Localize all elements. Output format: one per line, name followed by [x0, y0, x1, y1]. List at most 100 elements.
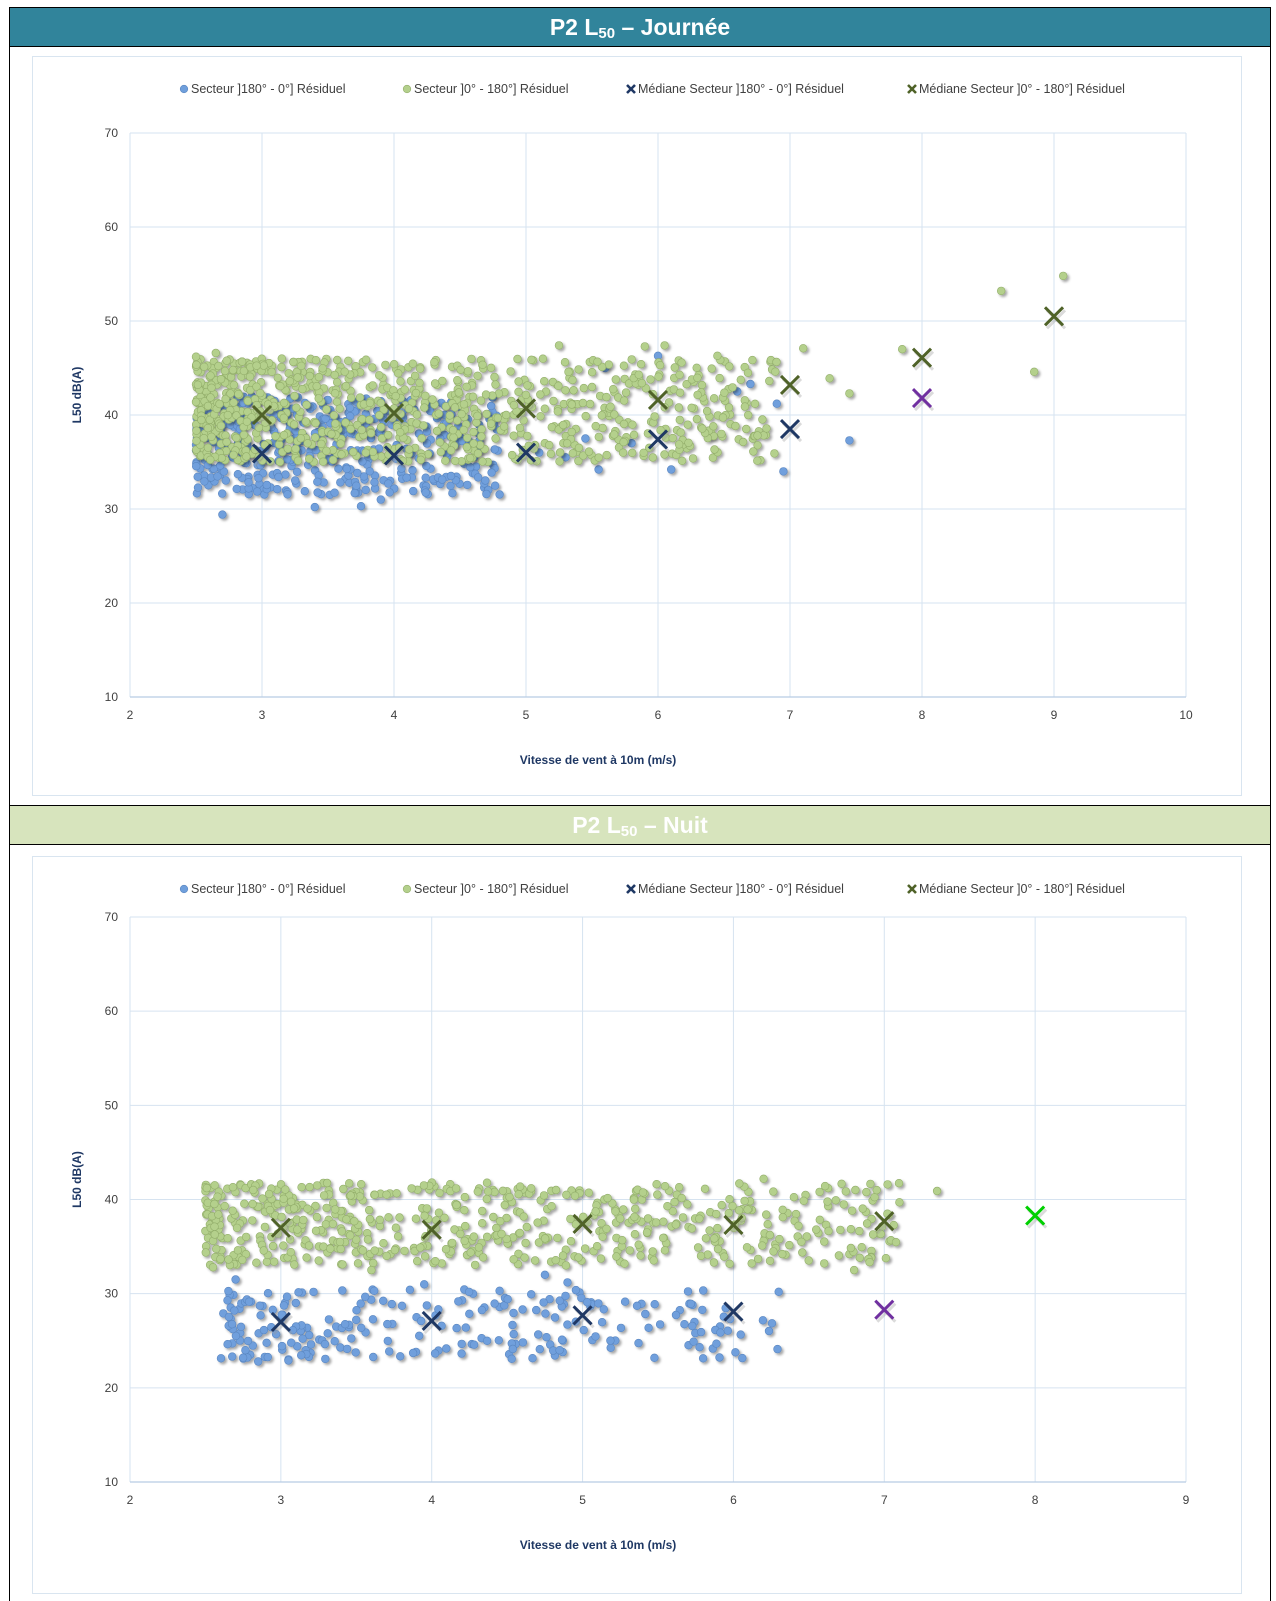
day-series-1-point-678 — [214, 361, 223, 371]
night-series-0-point-78 — [731, 1348, 740, 1357]
day-blue-median-marker-0 — [251, 443, 275, 467]
day-series-1-point-751 — [738, 437, 748, 447]
day-series-0-point-426 — [561, 453, 570, 462]
day-series-1-point-882 — [361, 355, 371, 364]
night-series-0-point-168 — [594, 1299, 603, 1308]
night-series-1-point-246 — [648, 1247, 657, 1256]
day-series-1-point-608 — [523, 431, 532, 441]
night-series-0-point-94 — [279, 1301, 289, 1310]
night-series-0-point-148 — [282, 1292, 292, 1301]
night-series-1-point-431 — [858, 1204, 867, 1213]
day-series-1-point-878 — [232, 433, 241, 442]
night-series-0-point-132 — [686, 1299, 696, 1308]
day-series-0-point-439 — [845, 436, 854, 445]
day-series-1-point-825 — [203, 401, 213, 411]
night-series-1-point-551 — [625, 1246, 634, 1255]
night-series-1-point-433 — [232, 1223, 242, 1233]
night-series-1-point-393 — [370, 1246, 379, 1255]
day-series-1-point-862 — [654, 372, 663, 381]
night-series-1-point-540 — [413, 1256, 422, 1266]
night-legend-item-1: Secteur ]0° - 180°] Résiduel — [402, 882, 569, 896]
night-series-0-point-185 — [477, 1305, 487, 1315]
day-series-1-point-776 — [676, 428, 685, 437]
night-series-1-point-202 — [382, 1190, 391, 1199]
night-series-1-point-432 — [483, 1187, 493, 1196]
night-series-1-point-596 — [498, 1186, 508, 1195]
night-series-1-point-529 — [379, 1239, 388, 1248]
night-legend-x-b-2 — [626, 884, 636, 894]
day-ytick-10: 10 — [105, 690, 119, 704]
day-series-1-point-599 — [368, 381, 377, 390]
night-green-median-marker-1 — [421, 1219, 444, 1243]
night-series-1-point-414 — [540, 1234, 550, 1243]
night-series-1-point-522 — [687, 1224, 696, 1233]
night-legend-label-3: Médiane Secteur ]0° - 180°] Résiduel — [919, 882, 1125, 896]
night-series-1-point-15 — [268, 1241, 278, 1251]
day-series-1-point-572 — [486, 419, 496, 428]
night-series-1-point-289 — [478, 1253, 488, 1262]
day-series-1-point-177 — [765, 376, 774, 386]
day-series-0-point-159 — [273, 485, 282, 494]
day-series-1-point-790 — [220, 366, 230, 376]
day-series-1-point-902 — [277, 354, 287, 363]
day-series-1-point-884 — [361, 448, 370, 457]
day-series-1-point-225 — [692, 363, 701, 372]
night-series-1-point-294 — [753, 1254, 763, 1264]
night-series-0-point-101 — [309, 1287, 318, 1297]
day-series-1-point-261 — [549, 396, 558, 406]
day-series-0-point-438 — [779, 467, 788, 476]
night-series-1-point-318 — [649, 1256, 658, 1265]
night-series-1-point-142 — [319, 1242, 328, 1251]
night-series-1-point-545 — [514, 1190, 523, 1199]
night-series-0-point-188 — [336, 1343, 345, 1352]
day-xtick-5: 5 — [523, 708, 530, 722]
day-series-1-point-320 — [344, 356, 353, 365]
day-series-1-point-873 — [279, 413, 289, 422]
night-series-1-point-373 — [725, 1259, 734, 1268]
night-ytick-40: 40 — [105, 1193, 119, 1207]
day-series-1-point-834 — [206, 455, 215, 464]
day-series-0-point-414 — [233, 470, 243, 479]
night-series-0-point-111 — [347, 1334, 356, 1343]
day-legend-x-b-3 — [907, 84, 917, 94]
night-series-1-point-130 — [391, 1223, 401, 1232]
night-series-1-point-141 — [473, 1187, 482, 1196]
night-series-0-point-222 — [716, 1328, 725, 1337]
day-series-1-point-454 — [482, 409, 491, 419]
night-xtick-7: 7 — [881, 1493, 888, 1507]
day-series-1-point-816 — [610, 410, 619, 419]
night-series-0-point-227 — [582, 1298, 592, 1307]
night-series-1-point-591 — [500, 1200, 509, 1210]
night-series-1-point-277 — [216, 1254, 225, 1264]
night-series-0-point-136 — [655, 1320, 665, 1329]
night-series-1-point-525 — [456, 1229, 465, 1239]
day-series-1-point-567 — [636, 360, 646, 369]
day-series-0-point-390 — [321, 414, 330, 423]
day-series-1-point-195 — [568, 375, 577, 385]
day-series-1-point-828 — [650, 412, 659, 421]
night-series-1-point-580 — [303, 1204, 312, 1213]
night-blue-median-marker-3 — [723, 1301, 746, 1325]
day-series-0-point-117 — [361, 485, 370, 495]
day-series-1-point-796 — [327, 429, 336, 439]
night-series-1-point-215 — [441, 1245, 451, 1254]
night-series-1-point-338 — [603, 1193, 612, 1203]
day-series-1-point-289 — [445, 411, 454, 420]
night-series-1-point-586 — [375, 1215, 384, 1224]
night-series-0-point-79 — [457, 1339, 466, 1349]
day-series-1-point-636 — [684, 438, 693, 447]
day-legend-item-2: Médiane Secteur ]180° - 0°] Résiduel — [626, 82, 844, 96]
night-series-1-point-164 — [474, 1243, 484, 1252]
day-series-1-point-577 — [469, 439, 478, 448]
day-series-0-point-203 — [254, 474, 263, 483]
night-ytick-60: 60 — [105, 1004, 119, 1018]
day-series-1-point-372 — [417, 434, 426, 443]
night-series-1-point-405 — [785, 1240, 794, 1250]
night-series-1-point-239 — [671, 1220, 680, 1229]
day-series-1-point-528 — [674, 403, 683, 412]
day-series-0-point-99 — [490, 481, 500, 490]
day-series-1-point-758 — [259, 361, 268, 370]
night-series-1-point-17 — [258, 1194, 267, 1203]
night-series-1-point-395 — [228, 1206, 237, 1215]
night-series-1-point-232 — [837, 1179, 846, 1188]
